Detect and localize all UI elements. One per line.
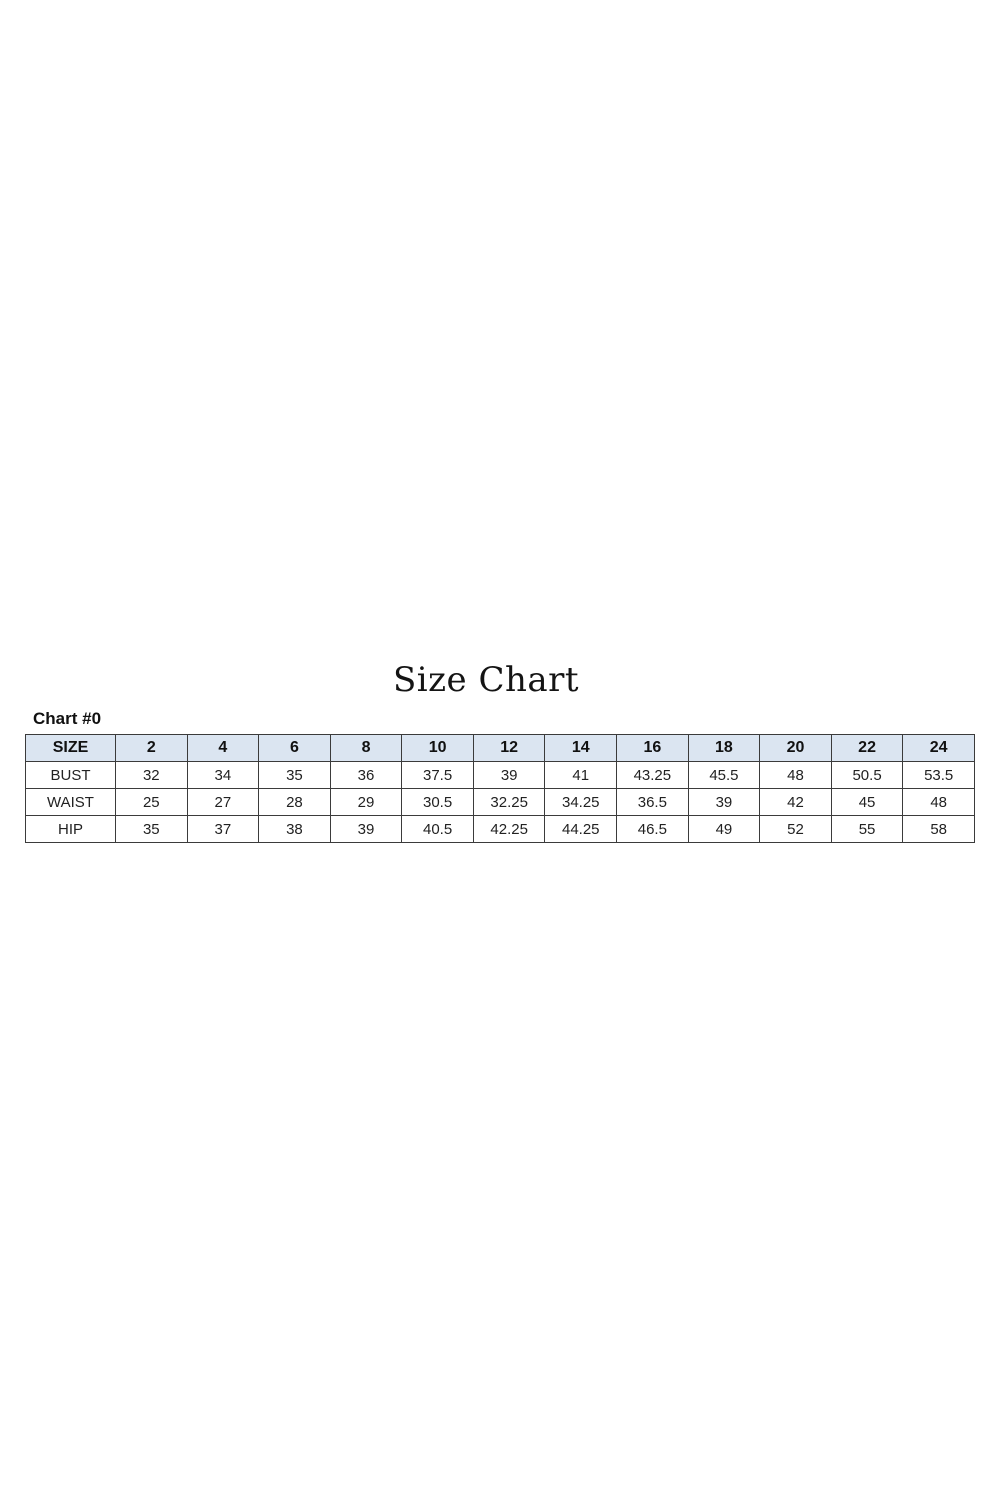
value-cell: 45.5 (687, 761, 761, 789)
header-cell-size-10: 10 (401, 734, 474, 762)
value-cell: 27 (186, 788, 260, 816)
header-cell-size-14: 14 (544, 734, 618, 762)
value-cell: 35 (115, 815, 188, 843)
chart-number-label: Chart #0 (33, 709, 102, 728)
row-label-cell: WAIST (25, 788, 116, 816)
value-cell: 48 (902, 788, 975, 816)
header-cell-size-4: 4 (186, 734, 260, 762)
value-cell: 34.25 (544, 788, 618, 816)
value-cell: 46.5 (616, 815, 689, 843)
header-cell-size-24: 24 (902, 734, 975, 762)
value-cell: 40.5 (401, 815, 474, 843)
value-cell: 30.5 (401, 788, 474, 816)
value-cell: 39 (329, 815, 403, 843)
header-cell-size: SIZE (25, 734, 116, 762)
value-cell: 50.5 (830, 761, 904, 789)
table-row-waist: WAIST 25 27 28 29 30.5 32.25 34.25 36.5 39 42 45 48 (25, 788, 975, 816)
header-cell-size-20: 20 (759, 734, 832, 762)
header-cell-size-8: 8 (329, 734, 403, 762)
value-cell: 35 (258, 761, 331, 789)
value-cell: 49 (687, 815, 761, 843)
value-cell: 58 (902, 815, 975, 843)
value-cell: 41 (544, 761, 618, 789)
value-cell: 42 (759, 788, 832, 816)
value-cell: 48 (759, 761, 832, 789)
value-cell: 25 (115, 788, 188, 816)
header-cell-size-18: 18 (687, 734, 761, 762)
size-chart-table: SIZE 2 4 6 8 10 12 14 16 18 20 22 24 BUST 32 34 35 36 37.… (25, 734, 975, 843)
value-cell: 37 (186, 815, 260, 843)
row-label-cell: BUST (25, 761, 116, 789)
header-cell-size-22: 22 (830, 734, 904, 762)
value-cell: 55 (830, 815, 904, 843)
value-cell: 34 (186, 761, 260, 789)
header-cell-size-2: 2 (115, 734, 188, 762)
page-title: Size Chart (392, 660, 580, 700)
table-header-row: SIZE 2 4 6 8 10 12 14 16 18 20 22 24 (25, 734, 975, 762)
value-cell: 28 (258, 788, 331, 816)
row-label-cell: HIP (25, 815, 116, 843)
value-cell: 37.5 (401, 761, 474, 789)
value-cell: 39 (472, 761, 546, 789)
value-cell: 53.5 (902, 761, 975, 789)
value-cell: 52 (759, 815, 832, 843)
size-chart-page: Size Chart Chart #0 SIZE 2 4 6 8 10 12 14 16 18 20… (25, 660, 975, 843)
value-cell: 45 (830, 788, 904, 816)
value-cell: 38 (258, 815, 331, 843)
value-cell: 42.25 (472, 815, 546, 843)
value-cell: 43.25 (616, 761, 689, 789)
header-cell-size-6: 6 (258, 734, 331, 762)
value-cell: 44.25 (544, 815, 618, 843)
value-cell: 32.25 (472, 788, 546, 816)
value-cell: 36 (329, 761, 403, 789)
header-cell-size-16: 16 (616, 734, 689, 762)
value-cell: 32 (115, 761, 188, 789)
header-cell-size-12: 12 (472, 734, 546, 762)
value-cell: 29 (329, 788, 403, 816)
value-cell: 39 (687, 788, 761, 816)
table-row-bust: BUST 32 34 35 36 37.5 39 41 43.25 45.5 48 50.5 53.5 (25, 761, 975, 789)
value-cell: 36.5 (616, 788, 689, 816)
table-row-hip: HIP 35 37 38 39 40.5 42.25 44.25 46.5 49 52 55 58 (25, 815, 975, 843)
